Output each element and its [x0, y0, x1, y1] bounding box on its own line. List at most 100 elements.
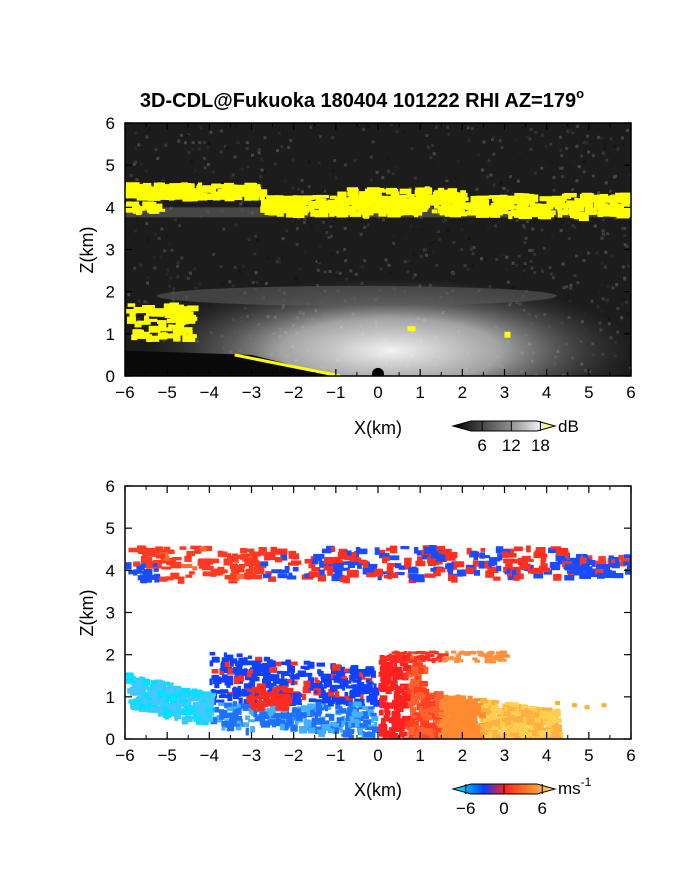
- velocity-negative-cell: [244, 657, 248, 665]
- noise-speckle: [446, 132, 450, 136]
- velocity-negative-cell: [267, 660, 276, 667]
- velocity-positive-cell: [543, 727, 551, 731]
- velocity-cloud-cell: [346, 569, 359, 578]
- velocity-negative-cell: [182, 693, 189, 699]
- velocity-negative-cell: [219, 689, 229, 694]
- velocity-negative-cell: [196, 704, 201, 712]
- noise-speckle: [387, 157, 391, 161]
- velocity-cloud-cell: [192, 566, 198, 571]
- noise-speckle: [334, 176, 338, 180]
- cloud-echo-cell: [548, 196, 561, 204]
- velocity-cloud-cell: [496, 565, 502, 572]
- noise-speckle: [530, 248, 534, 252]
- noise-speckle: [604, 181, 608, 185]
- velocity-cloud-cell: [627, 561, 631, 565]
- velocity-mixed-cell: [277, 694, 284, 698]
- velocity-negative-cell: [308, 698, 317, 703]
- velocity-positive-cell: [459, 703, 464, 707]
- velocity-mixed-cell: [277, 686, 286, 690]
- velocity-negative-cell: [207, 716, 217, 723]
- velocity-negative-cell: [181, 703, 190, 707]
- velocity-positive-cell: [410, 712, 419, 717]
- velocity-negative-cell: [168, 686, 176, 691]
- velocity-negative-cell: [193, 701, 200, 707]
- velocity-positive-cell: [431, 706, 437, 712]
- velocity-negative-cell: [347, 707, 353, 712]
- velocity-positive-cell: [390, 669, 399, 677]
- noise-speckle: [254, 234, 258, 238]
- velocity-negative-cell: [365, 708, 374, 716]
- reflectivity-xtick-label: −4: [200, 383, 219, 402]
- noise-speckle: [431, 143, 435, 147]
- velocity-positive-cell: [542, 719, 550, 724]
- velocity-positive-cell: [415, 676, 421, 680]
- velocity-positive-cell: [522, 726, 529, 732]
- velocity-positive-cell: [393, 672, 402, 680]
- noise-speckle: [360, 216, 364, 220]
- noise-speckle: [456, 159, 460, 163]
- velocity-ylabel: Z(km): [77, 590, 97, 637]
- velocity-positive-cell: [462, 725, 468, 730]
- velocity-positive-cell: [395, 695, 400, 703]
- noise-speckle: [500, 146, 504, 150]
- velocity-negative-cell: [162, 710, 171, 718]
- noise-speckle: [473, 226, 477, 230]
- cloud-echo-cell: [166, 187, 178, 192]
- noise-speckle: [603, 146, 607, 150]
- velocity-colorbar-tick-label: 6: [538, 799, 547, 818]
- velocity-cloud-cell: [430, 567, 437, 572]
- cloud-echo-cell: [337, 205, 352, 211]
- elevated-echo-cell: [134, 329, 144, 337]
- velocity-negative-cell: [248, 707, 255, 715]
- reflectivity-xtick-label: 5: [584, 383, 593, 402]
- noise-speckle: [514, 263, 518, 267]
- velocity-negative-cell: [214, 682, 220, 689]
- cloud-echo-cell: [315, 197, 321, 201]
- noise-speckle: [408, 187, 412, 191]
- cloud-echo-cell: [525, 213, 539, 218]
- velocity-positive-cell: [510, 721, 514, 728]
- velocity-negative-cell: [307, 721, 317, 728]
- velocity-cloud-cell: [451, 574, 458, 583]
- cloud-echo-cell: [329, 195, 337, 199]
- velocity-positive-cell: [513, 731, 521, 739]
- noise-speckle: [568, 299, 572, 303]
- velocity-negative-cell: [126, 677, 132, 684]
- velocity-negative-cell: [279, 678, 287, 683]
- noise-speckle: [392, 241, 396, 245]
- noise-speckle: [499, 180, 503, 184]
- noise-speckle: [277, 260, 281, 264]
- velocity-negative-cell: [192, 694, 201, 701]
- velocity-positive-cell: [413, 716, 419, 721]
- velocity-negative-cell: [151, 697, 161, 704]
- cloud-echo-cell: [358, 194, 372, 203]
- velocity-negative-cell: [220, 663, 226, 672]
- velocity-upper-band-cell: [455, 654, 460, 658]
- cloud-echo-cell: [470, 206, 483, 212]
- noise-speckle: [220, 282, 224, 286]
- noise-speckle: [191, 141, 195, 145]
- velocity-positive-cell: [498, 734, 506, 739]
- velocity-negative-cell: [315, 706, 323, 715]
- velocity-negative-cell: [138, 688, 145, 696]
- elevated-echo-cell: [170, 324, 185, 328]
- noise-speckle: [514, 138, 518, 142]
- noise-speckle: [154, 147, 158, 151]
- velocity-negative-cell: [253, 668, 261, 676]
- velocity-upper-band-cell: [503, 653, 509, 657]
- velocity-positive-cell: [496, 708, 503, 715]
- noise-speckle: [156, 156, 160, 160]
- velocity-negative-cell: [344, 692, 349, 697]
- velocity-upper-band-cell: [433, 651, 439, 655]
- noise-speckle: [575, 254, 579, 258]
- noise-speckle: [601, 297, 605, 301]
- velocity-positive-cell: [484, 730, 492, 737]
- velocity-negative-cell: [303, 680, 311, 689]
- noise-speckle: [294, 276, 298, 280]
- velocity-cloud-cell: [270, 546, 277, 555]
- noise-speckle: [371, 140, 375, 144]
- velocity-cloud-cell: [535, 547, 546, 554]
- velocity-positive-cell: [520, 709, 530, 717]
- noise-speckle: [175, 264, 179, 268]
- velocity-negative-cell: [368, 693, 378, 701]
